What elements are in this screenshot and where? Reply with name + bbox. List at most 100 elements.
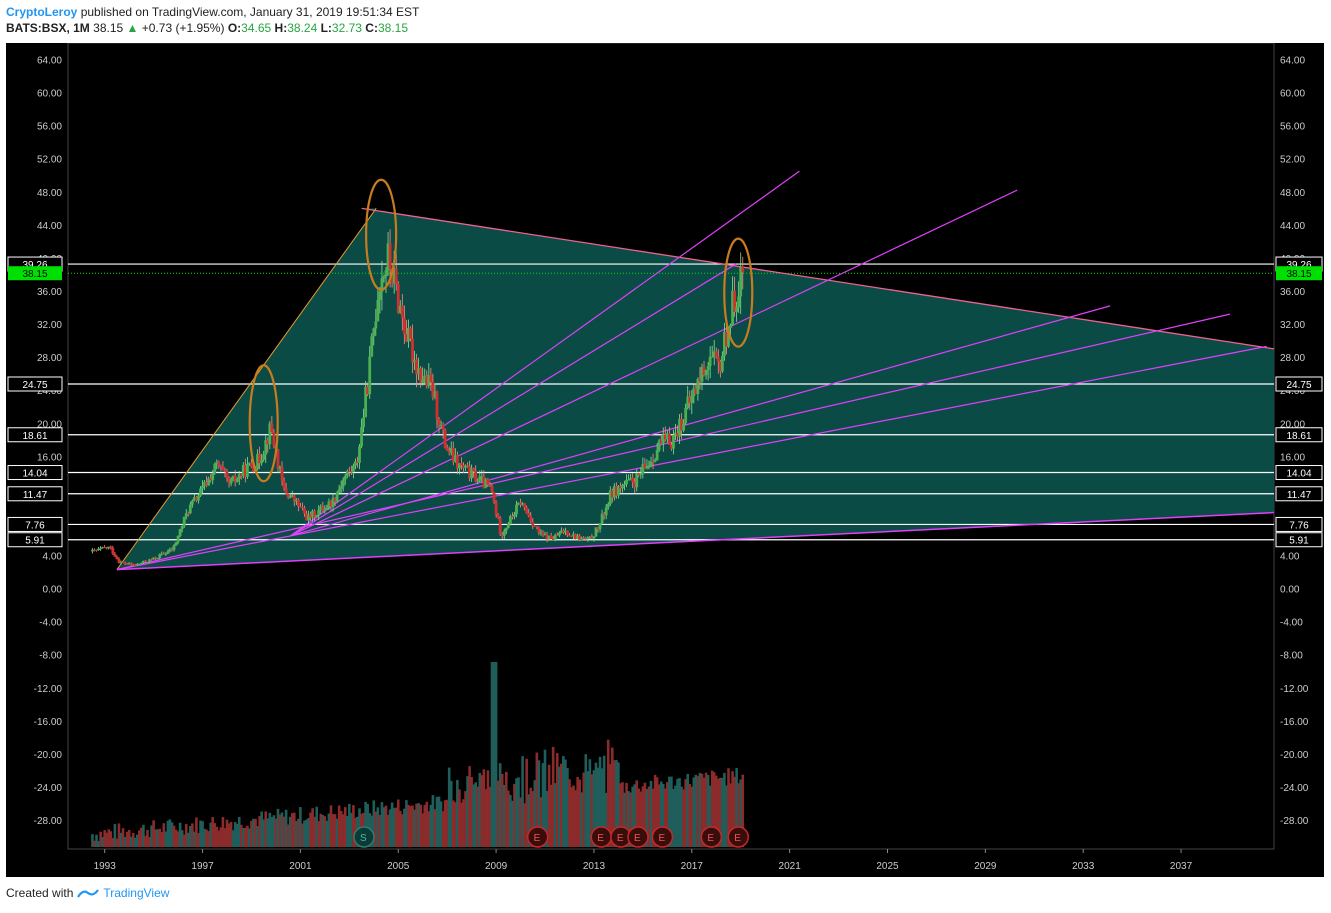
tradingview-brand[interactable]: TradingView	[103, 886, 170, 900]
volume-bar	[170, 822, 174, 847]
candle-body	[692, 388, 696, 397]
candle-body	[368, 356, 372, 395]
volume-bar	[160, 832, 164, 847]
candle-body	[333, 497, 337, 502]
level-badge-left	[7, 376, 63, 392]
y-tick-label-right: 36.00	[1280, 287, 1305, 298]
volume-bar	[125, 831, 129, 847]
volume-bar	[146, 829, 149, 847]
volume-group	[91, 662, 745, 847]
volume-bar	[315, 806, 319, 847]
volume-bar	[313, 816, 316, 847]
volume-bar	[235, 823, 239, 847]
candle-body	[207, 478, 211, 486]
split-marker-label: S	[360, 833, 367, 844]
volume-bar	[386, 814, 390, 847]
candle-body	[184, 513, 188, 517]
volume-bar	[449, 780, 453, 847]
volume-bar	[154, 829, 157, 847]
volume-bar	[549, 784, 553, 847]
level-badge-left-label: 18.61	[22, 431, 47, 442]
candle-body	[325, 507, 329, 510]
candle-body	[343, 476, 347, 480]
volume-bar	[562, 756, 565, 847]
candle-body	[670, 444, 673, 449]
candle-body	[115, 556, 119, 560]
candle-body	[154, 557, 158, 559]
volume-bar	[672, 788, 675, 847]
volume-bar	[213, 823, 217, 847]
candle-body	[268, 423, 272, 445]
volume-bar	[456, 779, 459, 847]
candle-body	[710, 356, 714, 358]
candle-body	[329, 501, 333, 507]
volume-bar	[186, 832, 190, 847]
x-tick-label: 2025	[876, 861, 899, 872]
candle-body	[192, 497, 196, 501]
x-tick-label: 2013	[583, 861, 606, 872]
volume-bar	[643, 782, 647, 847]
fan-line	[290, 263, 737, 537]
volume-bar	[702, 777, 706, 847]
y-tick-label-left: -28.00	[34, 816, 63, 827]
y-tick-label-right: 52.00	[1280, 155, 1305, 166]
candle-body	[704, 369, 708, 376]
volume-bar	[606, 739, 610, 847]
volume-bar	[256, 825, 259, 847]
candle-body	[276, 449, 280, 469]
volume-bar	[427, 811, 431, 847]
candle-body	[447, 450, 451, 453]
candle-body	[427, 374, 431, 386]
candle-body	[676, 432, 679, 437]
y-tick-label-right: -20.00	[1280, 750, 1309, 761]
volume-bar	[684, 779, 687, 847]
volume-bar	[507, 790, 510, 847]
volume-bar	[557, 766, 561, 847]
volume-bar	[233, 822, 237, 847]
volume-bar	[527, 794, 531, 847]
candle-body	[680, 419, 684, 431]
volume-bar	[417, 803, 420, 847]
volume-bar	[203, 828, 206, 847]
volume-bar	[629, 792, 632, 847]
candle-body	[209, 478, 213, 481]
volume-bar	[674, 785, 677, 847]
volume-bar	[651, 788, 655, 847]
candle-body	[741, 266, 745, 273]
y-tick-label-left: -12.00	[34, 684, 63, 695]
volume-bar	[496, 780, 500, 847]
candle-body	[614, 485, 618, 496]
y-tick-label-left: 4.00	[43, 552, 63, 563]
symbol-label[interactable]: BATS:BSX, 1M	[6, 21, 90, 35]
volume-bar	[309, 812, 312, 847]
candle-body	[396, 284, 400, 313]
volume-bar	[199, 820, 202, 847]
volume-bar	[148, 837, 151, 847]
volume-bar	[659, 781, 663, 847]
candle-body	[600, 513, 604, 524]
volume-bar	[560, 763, 563, 847]
candle-body	[545, 534, 549, 540]
level-badge-left	[7, 465, 63, 481]
low-label: L:	[320, 21, 332, 35]
candle-body	[117, 559, 121, 564]
volume-bar	[207, 831, 210, 847]
candle-body	[162, 553, 166, 555]
volume-bar	[380, 802, 384, 847]
author-link[interactable]: CryptoLeroy	[6, 5, 78, 19]
volume-bar	[91, 834, 94, 847]
candle-body	[435, 391, 439, 419]
earnings-marker	[651, 826, 674, 848]
candle-body	[301, 507, 304, 509]
volume-bar	[737, 783, 740, 847]
volume-bar	[470, 776, 473, 847]
candle-body	[739, 266, 743, 297]
x-tick-label: 2029	[974, 861, 997, 872]
candle-body	[684, 407, 688, 424]
candle-body	[625, 479, 628, 485]
volume-bar	[425, 801, 429, 847]
volume-bar	[407, 804, 410, 847]
volume-bar	[439, 801, 443, 847]
candle-body	[176, 535, 180, 543]
